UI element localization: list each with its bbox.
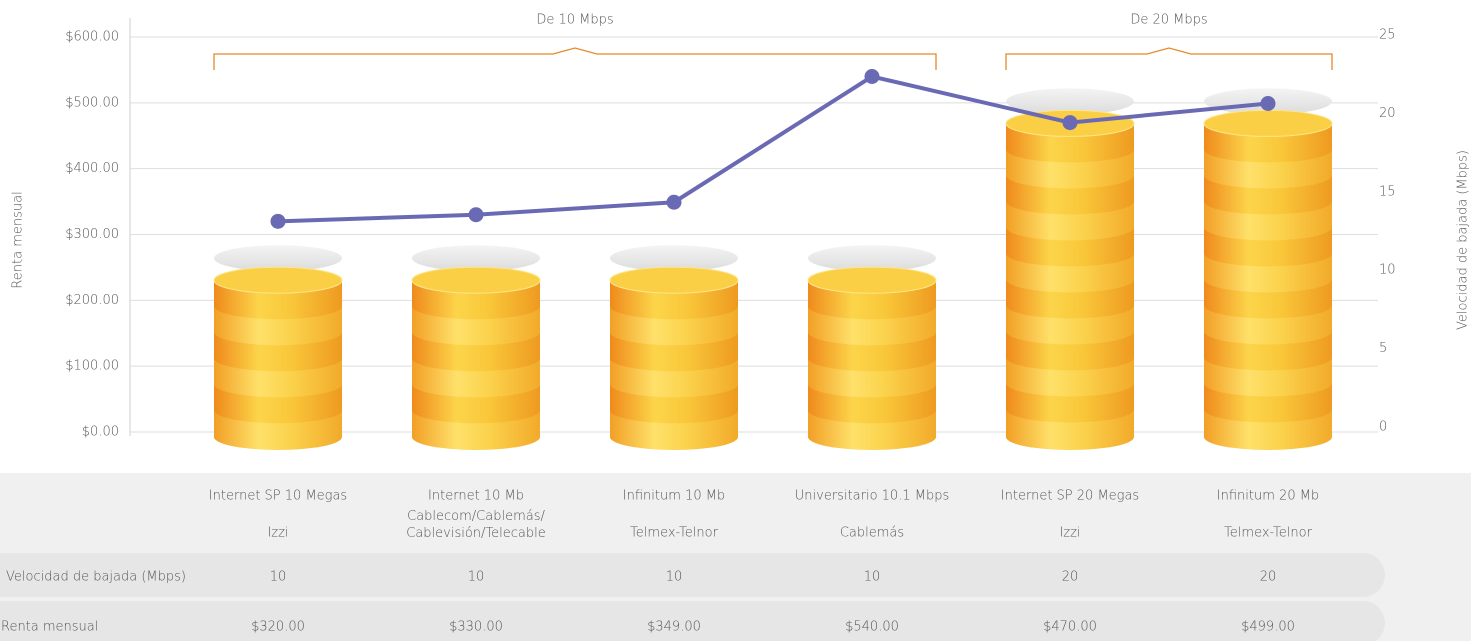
coin-top <box>807 266 937 294</box>
coin-top <box>609 266 739 294</box>
annotation: De 10 Mbps <box>536 13 613 28</box>
coin-stripe <box>1204 253 1332 293</box>
table-value: $349.00 <box>647 620 701 635</box>
bracket <box>1005 47 1333 70</box>
provider-label: Telmex-Telnor <box>1224 526 1313 541</box>
y-tick-label: $600.00 <box>65 30 119 45</box>
x-tick-label: Internet 10 Mb <box>428 489 524 504</box>
coin-shadow <box>412 245 540 272</box>
provider-label: Cablemás <box>840 526 904 541</box>
y2-tick-label: 5 <box>1379 341 1387 356</box>
coin-stripe <box>1204 201 1332 241</box>
y2-tick-label: 10 <box>1379 263 1396 278</box>
coin-stripe <box>808 358 936 398</box>
coin-stripe <box>214 306 342 346</box>
coin-stripe <box>610 358 738 398</box>
y2-tick-label: 25 <box>1379 28 1396 43</box>
coin-stripe <box>412 306 540 346</box>
coin-stripe <box>1006 201 1134 241</box>
coin-stripe <box>1204 149 1332 189</box>
y-tick-label: $200.00 <box>65 293 119 308</box>
coin-stripe <box>610 306 738 346</box>
coin-top <box>213 266 343 294</box>
coin-top <box>411 266 541 294</box>
line-point <box>1260 95 1276 111</box>
provider-label: Telmex-Telnor <box>630 526 719 541</box>
y-axis-title: Renta mensual <box>11 191 26 288</box>
bar <box>808 280 936 437</box>
coin-stripe <box>412 410 540 450</box>
bar <box>214 280 342 437</box>
coin-stripe <box>1204 409 1332 449</box>
coin-stripe <box>1204 357 1332 397</box>
coin-stripe <box>1006 305 1134 345</box>
coin-shadow <box>1006 88 1134 115</box>
coin-stripe <box>1204 305 1332 345</box>
bar <box>610 280 738 437</box>
annotation: De 20 Mbps <box>1130 13 1207 28</box>
y-tick-label: $500.00 <box>65 95 119 110</box>
table-value: $540.00 <box>845 620 899 635</box>
table-value: $499.00 <box>1241 620 1295 635</box>
row-label: Velocidad de bajada (Mbps) <box>6 570 186 585</box>
coin-stripe <box>808 306 936 346</box>
x-tick-label: Infinitum 10 Mb <box>623 489 725 504</box>
provider-label: Cablecom/Cablemás/Cablevisión/Telecable <box>406 509 545 541</box>
line-point <box>270 213 286 229</box>
coin-stripe <box>808 410 936 450</box>
coin-stripe <box>1006 357 1134 397</box>
coin-stripe <box>214 358 342 398</box>
table-value: 10 <box>666 570 683 585</box>
coin-stripe <box>1006 149 1134 189</box>
provider-label: Izzi <box>267 526 288 541</box>
y-tick-label: $400.00 <box>65 161 119 176</box>
x-tick-label: Infinitum 20 Mb <box>1217 489 1319 504</box>
coin-top <box>1203 109 1333 137</box>
y2-tick-label: 15 <box>1379 184 1396 199</box>
x-tick-label: Internet SP 20 Megas <box>1001 489 1139 504</box>
coin-shadow <box>610 245 738 272</box>
table-row <box>0 601 1385 641</box>
bar <box>412 280 540 437</box>
y-tick-label: $0.00 <box>82 425 119 440</box>
table-value: $320.00 <box>251 620 305 635</box>
y-tick-label: $300.00 <box>65 227 119 242</box>
y2-axis-title: Velocidad de bajada (Mbps) <box>1456 150 1471 330</box>
table-value: 20 <box>1260 570 1277 585</box>
provider-label: Izzi <box>1059 526 1080 541</box>
table-value: 10 <box>270 570 287 585</box>
coin-stripe <box>1006 409 1134 449</box>
coin-shadow <box>808 245 936 272</box>
coin-shadow <box>214 245 342 272</box>
line <box>277 74 1269 224</box>
coin-stripe <box>1006 253 1134 293</box>
x-tick-label: Universitario 10.1 Mbps <box>795 489 949 504</box>
line-point <box>468 207 484 223</box>
coin-stripe <box>412 358 540 398</box>
table-row <box>0 553 1385 597</box>
bracket <box>213 47 937 70</box>
table-value: 10 <box>468 570 485 585</box>
y2-tick-label: 0 <box>1379 420 1387 435</box>
line-point <box>1062 115 1078 131</box>
line-point <box>666 194 682 210</box>
table-value: 20 <box>1062 570 1079 585</box>
table-value: 10 <box>864 570 881 585</box>
coin-stripe <box>610 410 738 450</box>
table-value: $330.00 <box>449 620 503 635</box>
line-point <box>864 69 880 84</box>
x-tick-label: Internet SP 10 Megas <box>209 489 347 504</box>
y-tick-label: $100.00 <box>65 359 119 374</box>
coin-stripe <box>214 410 342 450</box>
y2-tick-label: 20 <box>1379 106 1396 121</box>
table-value: $470.00 <box>1043 620 1097 635</box>
row-label: Renta mensual <box>1 620 98 635</box>
